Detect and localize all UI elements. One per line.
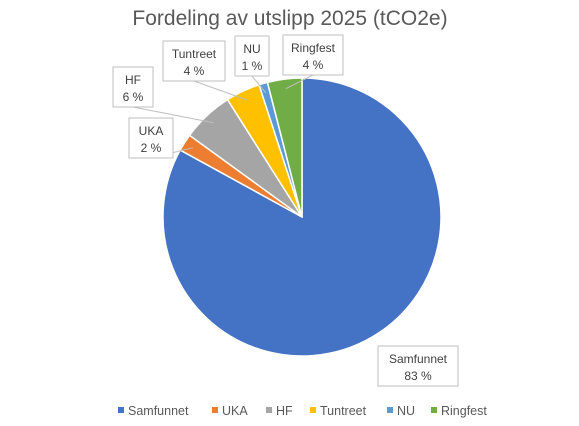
legend-label-hf: HF [276, 404, 293, 418]
data-label-category: Samfunnet [389, 352, 448, 366]
pie-slice-ringfest [266, 77, 303, 218]
leader-line-tuntreet [193, 80, 248, 101]
legend-label-nu: NU [397, 404, 415, 418]
data-labels: Samfunnet 83 % UKA 2 % HF 6 % Tuntreet 4 % NU 1 %… [112, 34, 459, 387]
leader-line-ringfest [285, 74, 314, 90]
legend-label-ringfest: Ringfest [441, 404, 487, 418]
legend-swatch-uka [212, 407, 218, 413]
legend-label-samfunnet: Samfunnet [128, 404, 189, 418]
data-label-box-samfunnet [377, 345, 459, 387]
data-label-category: NU [243, 42, 260, 56]
legend-label-uka: UKA [222, 404, 248, 418]
data-label-category: HF [125, 73, 141, 87]
leader-line-nu [251, 75, 267, 94]
leader-line-hf [132, 106, 214, 124]
data-label-value: 2 % [141, 141, 162, 155]
data-label-category: Ringfest [291, 41, 336, 55]
data-label-category: Tuntreet [172, 47, 217, 61]
legend-swatch-nu [387, 407, 393, 413]
data-label-value: 1 % [242, 59, 263, 73]
data-label-category: UKA [139, 124, 164, 138]
legend: Samfunnet UKA HF Tuntreet NU Ringfest [118, 404, 487, 418]
data-label-value: 4 % [303, 58, 324, 72]
pie-slices [162, 77, 442, 357]
data-label-box-ringfest [282, 34, 344, 76]
legend-swatch-samfunnet [118, 407, 124, 413]
legend-label-tuntreet: Tuntreet [320, 404, 367, 418]
legend-swatch-tuntreet [310, 407, 316, 413]
chart-title: Fordeling av utslipp 2025 (tCO2e) [132, 7, 447, 30]
data-label-box-uka [128, 117, 174, 159]
legend-swatch-ringfest [431, 407, 437, 413]
data-label-value: 83 % [404, 369, 432, 383]
data-label-box-tuntreet [162, 40, 226, 82]
legend-swatch-hf [266, 407, 272, 413]
data-label-box-hf [112, 66, 154, 108]
data-label-value: 6 % [123, 90, 144, 104]
pie-slice-samfunnet [162, 77, 442, 357]
data-label-box-nu [234, 35, 270, 77]
data-label-value: 4 % [184, 64, 205, 78]
